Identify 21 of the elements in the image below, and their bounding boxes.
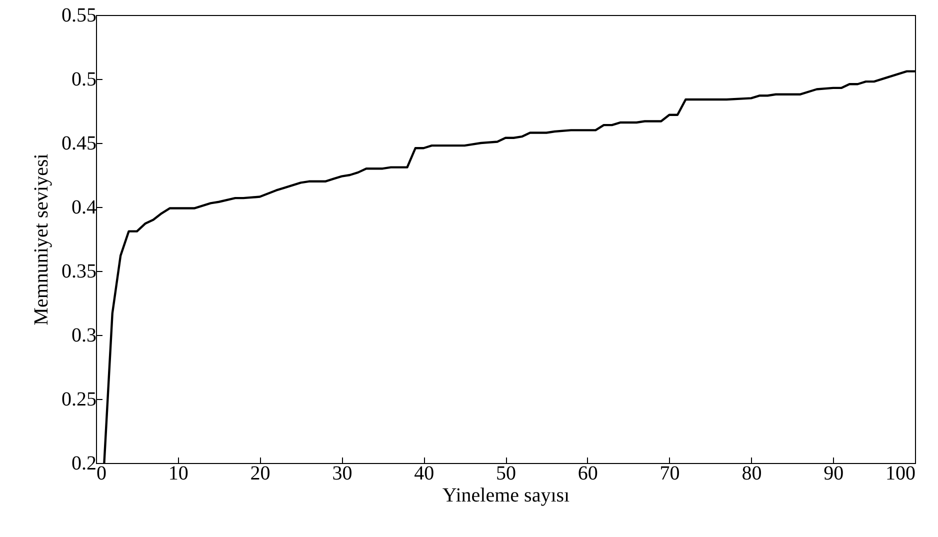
- y-tick-label: 0.55: [62, 4, 96, 26]
- y-tick-label: 0.2: [72, 452, 96, 474]
- x-tick-label: 70: [660, 462, 680, 484]
- y-axis-title: Memnuniyet seviyesi: [30, 153, 52, 326]
- x-tick-label: 90: [824, 462, 844, 484]
- y-tick-label: 0.25: [62, 388, 96, 410]
- x-tick-label: 40: [414, 462, 434, 484]
- y-tick-label: 0.5: [72, 68, 96, 90]
- y-tick-label: 0.45: [62, 132, 96, 154]
- x-tick-label: 100: [886, 462, 916, 484]
- x-axis-title: Yineleme sayısı: [442, 484, 570, 506]
- x-tick-label: 60: [578, 462, 598, 484]
- y-tick-label: 0.35: [62, 260, 96, 282]
- x-tick-label: 50: [496, 462, 516, 484]
- x-tick-label: 0: [96, 462, 106, 484]
- x-tick-label: 20: [250, 462, 270, 484]
- x-tick-label: 10: [168, 462, 188, 484]
- x-tick-label: 80: [742, 462, 762, 484]
- x-tick-label: 30: [332, 462, 352, 484]
- y-tick-label: 0.4: [72, 196, 96, 218]
- y-tick-label: 0.3: [72, 324, 96, 346]
